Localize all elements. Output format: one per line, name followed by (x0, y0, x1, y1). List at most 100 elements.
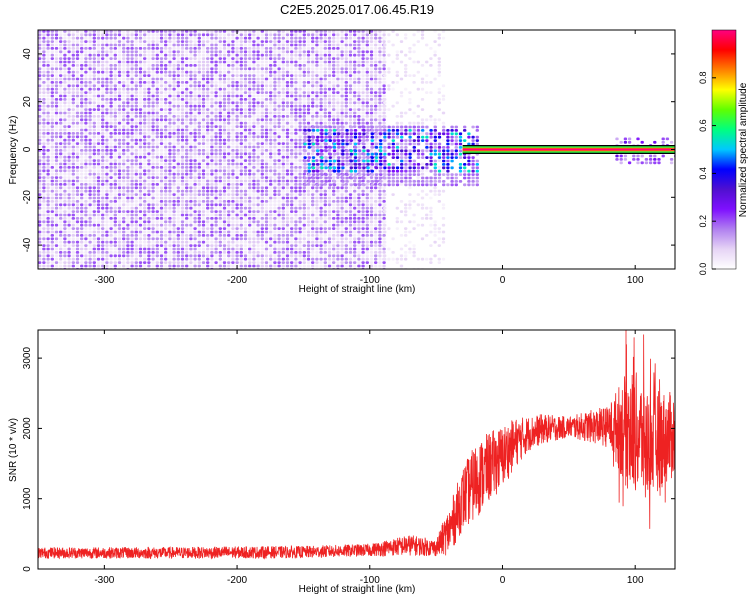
spectrogram-cell (46, 227, 50, 230)
spectrogram-cell (147, 36, 151, 40)
spectrogram-cell (193, 203, 197, 207)
spectrogram-cell (231, 152, 235, 156)
spectrogram-cell (311, 70, 315, 74)
spectrogram-cell (84, 64, 88, 67)
spectrogram-cell (222, 101, 227, 105)
spectrogram-cell (239, 189, 243, 193)
spectrogram-cell (235, 101, 239, 105)
spectrogram-cell (315, 104, 319, 108)
spectrogram-cell (80, 223, 84, 227)
spectrogram-cell (84, 77, 88, 81)
spectrogram-cell (109, 104, 113, 108)
spectrogram-cell (298, 227, 302, 230)
spectrogram-cell (269, 98, 273, 101)
spectrogram-cell (302, 247, 306, 251)
spectrogram-cell (306, 210, 311, 213)
spectrogram-cell (80, 111, 84, 115)
spectrogram-cell (180, 251, 185, 254)
spectrogram-cell (71, 172, 75, 176)
spectrogram-cell (105, 172, 109, 176)
spectrogram-cell (332, 74, 336, 77)
spectrogram-cell (176, 84, 180, 88)
spectrogram-cell (117, 257, 122, 261)
spectrogram-cell (269, 234, 273, 237)
spectrogram-cell (92, 101, 96, 105)
spectrogram-cell (206, 53, 210, 57)
spectrogram-cell (151, 193, 155, 196)
spectrogram-cell (59, 81, 63, 84)
spectrogram-cell (269, 183, 273, 186)
spectrogram-cell (231, 53, 235, 57)
spectrogram-cell (197, 111, 201, 115)
spectrogram-cell (298, 203, 302, 207)
spectrogram-cell (126, 60, 130, 64)
spectrogram-cell (147, 210, 151, 213)
spectrogram-cell (176, 210, 180, 213)
spectrogram-cell (252, 64, 256, 67)
spectrogram-cell (332, 87, 336, 91)
spectrogram-cell (92, 183, 96, 186)
spectrogram-cell (180, 234, 185, 237)
spectrogram-cell (138, 159, 143, 162)
spectrogram-cell (54, 50, 59, 54)
spectrogram-cell (260, 237, 264, 241)
spectrogram-cell (218, 206, 222, 210)
spectrogram-cell (285, 159, 290, 162)
spectrogram-cell (130, 162, 134, 166)
spectrogram-cell (42, 121, 46, 125)
spectrogram-cell (46, 176, 50, 179)
spectrogram-cell (256, 227, 260, 230)
spectrogram-cell (147, 77, 151, 81)
spectrogram-cell (101, 101, 105, 105)
spectrogram-cell (189, 132, 193, 135)
spectrogram-cell (185, 121, 189, 125)
spectrogram-cell (38, 210, 42, 213)
spectrogram-cell (96, 91, 101, 94)
spectrogram-cell (311, 220, 315, 224)
spectrogram-cell (168, 159, 172, 162)
spectrogram-cell (210, 132, 214, 135)
spectrogram-cell (155, 94, 159, 98)
spectrogram-cell (231, 138, 235, 142)
spectrogram-cell (210, 220, 214, 224)
spectrogram-cell (260, 101, 264, 105)
spectrogram-cell (239, 64, 243, 67)
spectrogram-cell (134, 53, 138, 57)
spectrogram-cell (302, 210, 306, 213)
spectrogram-cell (88, 203, 92, 207)
spectrogram-cell (227, 53, 231, 57)
spectrogram-cell (235, 237, 239, 241)
spectrogram-cell (210, 247, 214, 251)
spectrogram-cell (105, 261, 109, 264)
spectrogram-cell (155, 128, 159, 132)
spectrogram-cell (96, 254, 101, 258)
spectrogram-cell (168, 67, 172, 71)
spectrogram-cell (189, 203, 193, 207)
spectrogram-cell (176, 138, 180, 142)
spectrogram-cell (101, 200, 105, 203)
spectrogram-cell (189, 142, 193, 145)
spectrogram-cell (269, 169, 273, 173)
spectrogram-cell (109, 74, 113, 77)
spectrogram-cell (59, 98, 63, 101)
spectrogram-cell (197, 227, 201, 230)
spectrogram-cell (159, 176, 164, 179)
spectrogram-cell (176, 172, 180, 176)
spectrogram-cell (109, 217, 113, 220)
spectrogram-cell (122, 186, 126, 190)
spectrogram-cell (281, 142, 285, 145)
spectrogram-cell (277, 166, 281, 169)
spectrogram-cell (138, 118, 143, 122)
spectrogram-cell (269, 104, 273, 108)
spectrogram-cell (180, 186, 185, 190)
spectrogram-cell (67, 91, 71, 94)
spectrogram-cell (294, 98, 298, 101)
spectrogram-cell (151, 135, 155, 139)
spectrogram-cell (164, 210, 168, 213)
spectrogram-cell (155, 247, 159, 251)
spectrogram-cell (332, 94, 336, 98)
spectrogram-cell (54, 169, 59, 173)
spectrogram-cell (80, 87, 84, 91)
spectrogram-cell (264, 111, 269, 115)
spectrogram-cell (327, 101, 332, 105)
